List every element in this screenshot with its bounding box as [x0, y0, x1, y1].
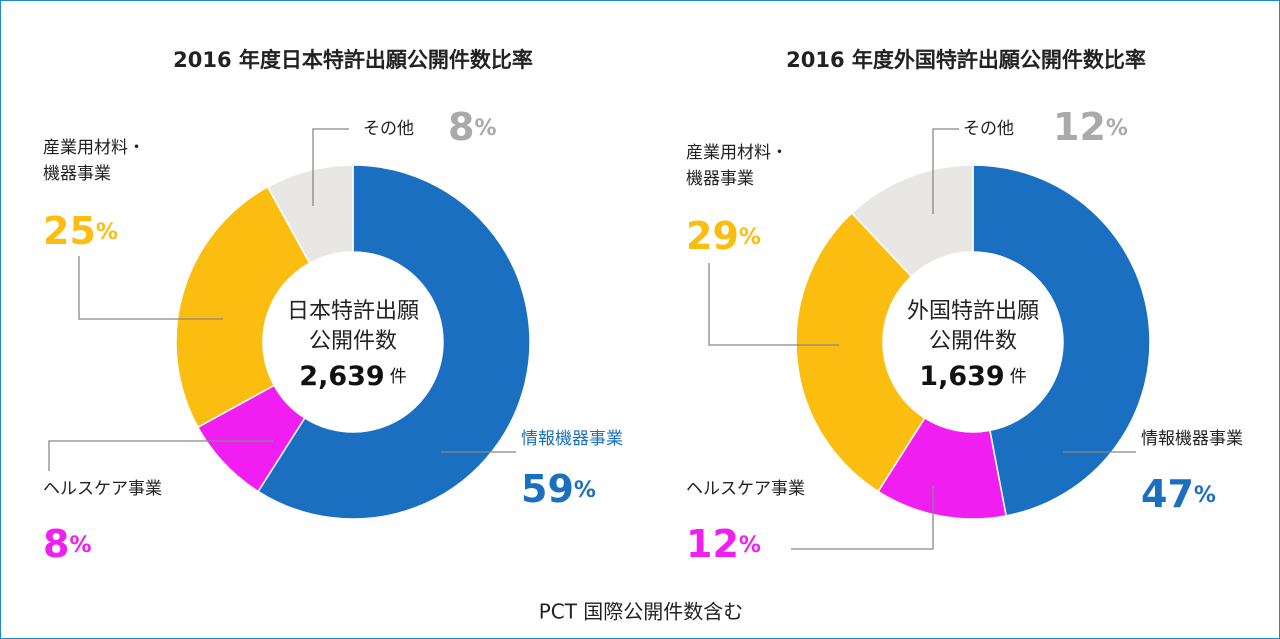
- unit: 件: [1010, 367, 1027, 387]
- category-label: 産業用材料・ 機器事業: [686, 143, 788, 189]
- donut-slice: [266, 164, 354, 265]
- center-label: 外国特許出願: [907, 299, 1039, 324]
- footnote: PCT 国際公開件数含む: [539, 600, 744, 624]
- category-label: その他: [963, 119, 1014, 139]
- category-label: 情報機器事業: [521, 429, 623, 449]
- value-label: 8%: [43, 522, 92, 566]
- value-label: 12%: [1053, 105, 1128, 149]
- value-label: 47%: [1141, 472, 1216, 516]
- leader-line: [48, 440, 273, 471]
- chart-title: 2016 年度日本特許出願公開件数比率: [173, 48, 533, 72]
- value-label: 12%: [686, 522, 761, 566]
- leader-line: [708, 263, 839, 346]
- leader-line: [791, 486, 934, 550]
- leader-line: [78, 256, 223, 320]
- value-label: 29%: [686, 214, 761, 258]
- center-total: 1,639 件: [919, 361, 1026, 392]
- value-label: 59%: [521, 467, 596, 511]
- total: 1,639: [919, 361, 1004, 392]
- category-label: ヘルスケア事業: [43, 479, 162, 499]
- leader-line: [932, 128, 959, 214]
- donut-slice: [257, 164, 531, 520]
- value-label: 8%: [448, 105, 497, 149]
- total: 2,639: [299, 361, 384, 392]
- center-label: 公開件数: [309, 329, 397, 354]
- center-label: 日本特許出願: [287, 299, 419, 324]
- donut-slice: [795, 211, 926, 493]
- donut-slice: [175, 185, 311, 429]
- chart-title: 2016 年度外国特許出願公開件数比率: [786, 48, 1146, 72]
- center-label: 公開件数: [929, 329, 1017, 354]
- leader-line: [312, 128, 349, 206]
- donut-slice: [972, 164, 1151, 517]
- category-label: 産業用材料・ 機器事業: [43, 138, 145, 184]
- value-label: 25%: [43, 209, 118, 253]
- unit: 件: [390, 367, 407, 387]
- category-label: その他: [363, 119, 414, 139]
- donut-slice: [850, 164, 974, 278]
- center-total: 2,639 件: [299, 361, 406, 392]
- category-label: ヘルスケア事業: [686, 479, 805, 499]
- category-label: 情報機器事業: [1141, 429, 1243, 449]
